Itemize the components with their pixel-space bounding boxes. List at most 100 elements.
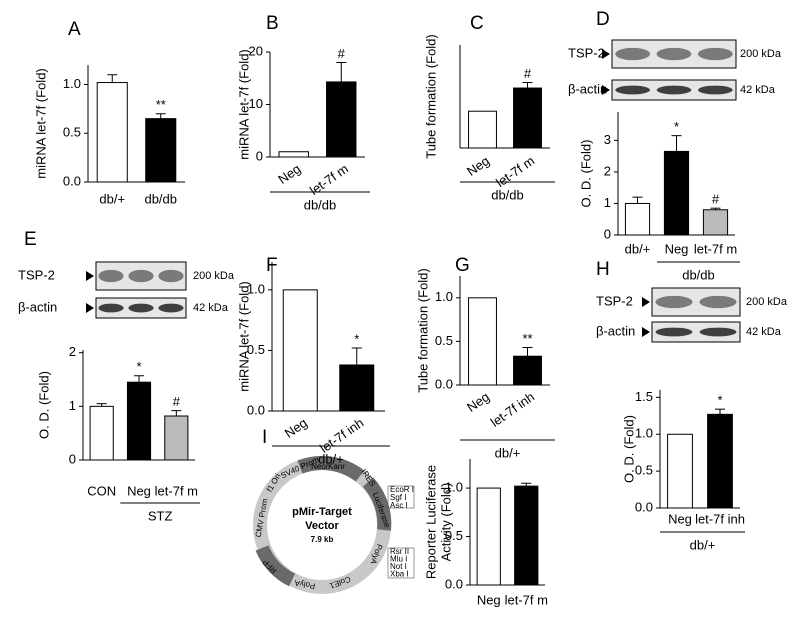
blot-band [697,85,733,95]
y-axis-label: Tube formation (Fold) [415,268,430,393]
blot-arrow [642,327,650,337]
y-tick-label: 0.5 [63,125,81,140]
y-tick-label: 0.5 [635,463,653,478]
group-label: STZ [148,508,173,523]
y-tick-label: 10 [249,96,263,111]
y-tick-label: 0.5 [247,342,265,357]
bar [339,364,375,412]
y-tick-label: 3 [604,132,611,147]
x-tick-label: let-7f m [155,483,198,498]
bar [278,151,309,158]
group-label: db/db [682,267,715,282]
bar [89,405,114,461]
x-tick-label: let-7f m [307,161,351,198]
blot-band [655,295,693,309]
y-axis-label: O. D. (Fold) [36,371,51,439]
y-tick-label: 1.0 [63,76,81,91]
x-tick-label: let-7f m [694,241,737,256]
blot-band [158,303,184,313]
restriction-site: Not I [390,562,407,571]
group-label: db/+ [495,445,521,460]
y-axis-label: Tube formation (Fold) [423,34,438,159]
bar [624,202,651,236]
restriction-site: Mlu I [390,555,407,564]
blot-label: TSP-2 [18,267,55,282]
significance-mark: # [712,192,720,207]
blot-band [98,269,124,283]
restriction-site: Xba I [390,570,409,579]
significance-mark: * [674,119,679,134]
y-tick-label: 1.0 [247,281,265,296]
blot-band [615,47,651,61]
bar [707,413,733,509]
blot-band [656,47,692,61]
bar [663,150,690,236]
bar [667,433,693,509]
blot-label: β-actin [596,323,635,338]
y-tick-label: 0.0 [635,499,653,514]
bar [282,289,318,412]
y-tick-label: 0.0 [435,376,453,391]
blot-band [655,327,693,337]
panel-letter: E [24,229,37,250]
x-tick-label: Neg [282,415,310,441]
blot-band [98,303,124,313]
significance-mark: # [173,394,181,409]
y-tick-label: 0.5 [445,528,463,543]
bar [476,487,501,586]
y-tick-label: 0.0 [247,402,265,417]
y-tick-label: 20 [249,43,263,58]
blot-label: β-actin [568,81,607,96]
x-tick-label: Neg [127,483,151,498]
blot-frame [651,321,741,343]
blot-band [615,85,651,95]
restriction-site: EcoR I [390,485,414,494]
significance-mark: * [354,331,359,346]
bar [96,82,128,183]
blot-band [158,269,184,283]
y-axis-label: miRNA let-7f (Fold) [236,49,251,160]
blot-band [699,295,737,309]
y-tick-label: 0.0 [63,173,81,188]
restriction-site: Rsr II [390,547,409,556]
blot-band [128,269,154,283]
x-tick-label: Neg [275,161,303,187]
plasmid-name: pMir-Target [292,506,352,518]
x-tick-label: let-7f m [505,592,548,607]
y-axis-label: O. D. (Fold) [621,415,636,483]
y-tick-label: 2 [604,163,611,178]
bar [326,81,357,158]
significance-mark: * [136,359,141,374]
group-label: db/+ [318,451,344,466]
x-tick-label: db/db [144,191,177,206]
y-tick-label: 1.0 [445,480,463,495]
x-tick-label: let-7f inh [695,511,745,526]
x-tick-label: Neg [464,153,492,179]
x-tick-label: db/+ [625,241,651,256]
y-tick-label: 1.0 [435,289,453,304]
plasmid-subtitle: Vector [305,520,339,532]
blot-arrow [86,271,94,281]
bar [702,209,729,236]
y-tick-label: 1 [604,195,611,210]
panel-letter: H [596,259,610,280]
blot-arrow [602,49,610,59]
blot-arrow [642,297,650,307]
blot-band [697,47,733,61]
y-tick-label: 0 [256,148,263,163]
blot-size: 42 kDa [740,84,776,96]
group-label: db/db [304,197,337,212]
bar [513,87,542,149]
bar [164,415,189,461]
significance-mark: ** [156,97,166,112]
y-axis-label: Reporter Luciferase [423,465,438,579]
bar [145,118,177,183]
panel-letter: C [470,13,484,34]
restriction-site: Asc I [390,501,408,510]
panel-letter: G [455,255,470,276]
y-tick-label: 1.0 [635,426,653,441]
y-tick-label: 1.5 [635,389,653,404]
y-axis-label: O. D. (Fold) [578,140,593,208]
blot-size: 200 kDa [193,270,235,282]
